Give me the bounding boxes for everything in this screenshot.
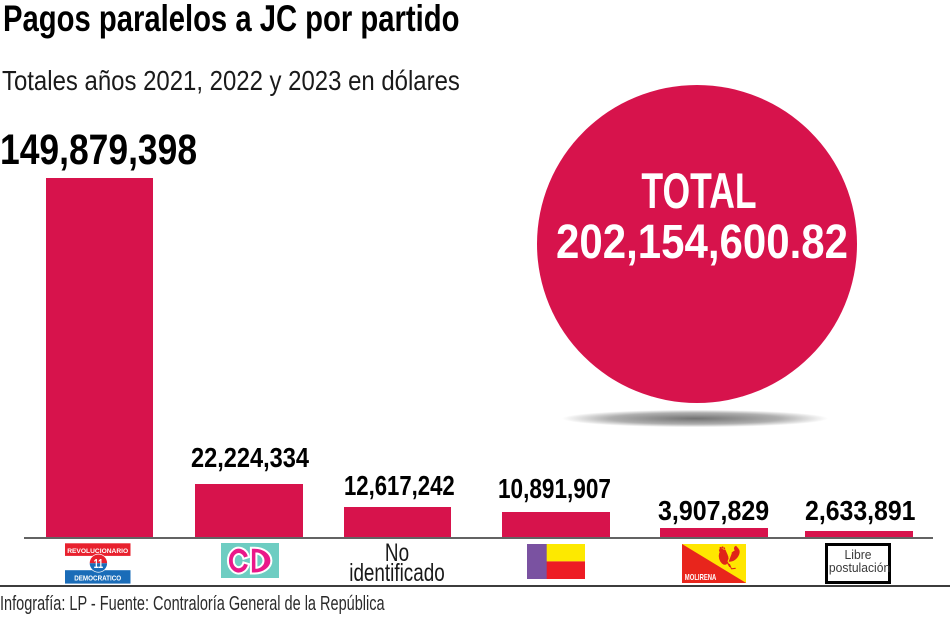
svg-text:11: 11 [94, 557, 104, 571]
svg-text:REVOLUCIONARIO: REVOLUCIONARIO [68, 548, 129, 555]
svg-text:MOLIRENA: MOLIRENA [684, 572, 716, 581]
svg-text:DEMOCRATICO: DEMOCRATICO [75, 573, 122, 582]
